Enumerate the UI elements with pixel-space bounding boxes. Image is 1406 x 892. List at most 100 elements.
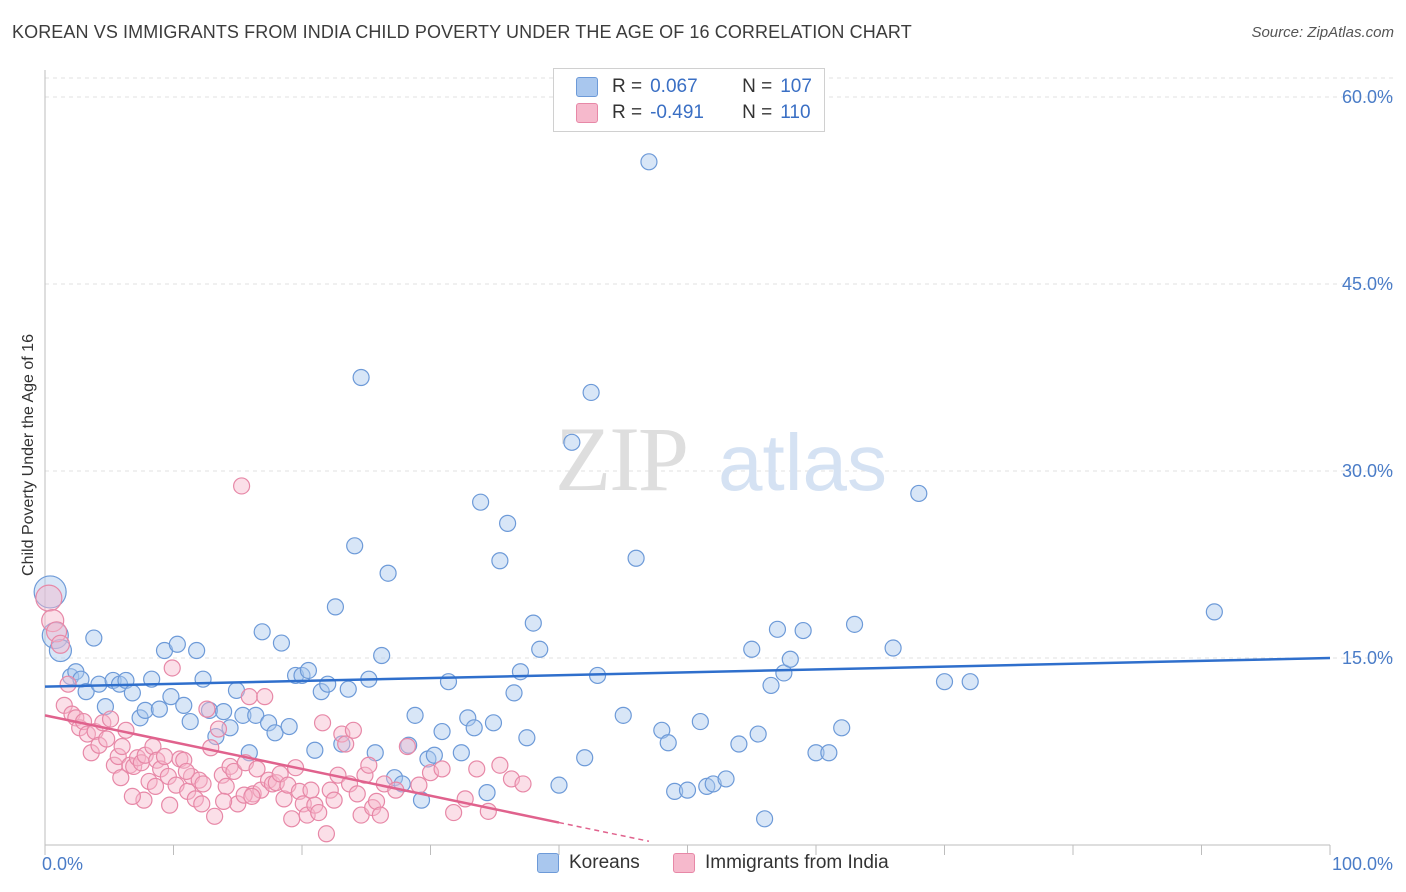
india-point <box>225 762 243 781</box>
india-point <box>177 762 195 781</box>
x-tick-label: 100.0% <box>1332 854 1393 874</box>
india-point <box>146 777 165 796</box>
korean-point <box>768 620 787 638</box>
korean-point <box>150 700 168 718</box>
india-point <box>398 737 416 756</box>
legend-r-value: -0.491 <box>650 102 704 123</box>
korean-point <box>234 706 252 724</box>
korean-point <box>563 433 581 451</box>
korean-point <box>280 717 298 736</box>
korean-point <box>299 661 318 680</box>
korean-point <box>717 770 735 788</box>
korean-point <box>704 775 722 793</box>
india-point <box>113 737 131 756</box>
korean-point <box>319 675 337 693</box>
korean-point <box>168 635 186 653</box>
legend-n-label: N = <box>742 102 773 123</box>
bottom-swatch-india <box>673 853 695 873</box>
india-point <box>161 796 179 814</box>
korean-point <box>352 368 370 387</box>
korean-point <box>188 641 206 660</box>
india-point <box>45 621 68 643</box>
x-tick-label: 0.0% <box>42 854 83 874</box>
india-point <box>240 688 258 706</box>
india-point <box>215 792 233 810</box>
x-tick-labels: 0.0% 100.0% <box>42 854 1393 874</box>
india-point <box>313 714 332 732</box>
y-tick-label: 60.0% <box>1342 87 1393 107</box>
india-point <box>321 781 339 799</box>
bottom-label-koreans: Koreans <box>569 852 640 873</box>
korean-point <box>666 782 684 800</box>
korean-point <box>884 639 902 657</box>
korean-point <box>333 735 351 753</box>
korean-point <box>659 734 677 752</box>
gridlines <box>45 77 1395 659</box>
legend-r-label: R = <box>612 102 643 123</box>
india-point <box>310 803 328 822</box>
legend-row-koreans: R = 0.067 N = 107 <box>576 75 812 99</box>
india-point <box>348 785 366 803</box>
india-point <box>337 735 355 753</box>
korean-point <box>85 629 103 647</box>
india-point <box>491 756 509 774</box>
bottom-swatch-koreans <box>537 853 559 873</box>
legend-n-label: N = <box>742 76 773 97</box>
korean-point <box>845 615 864 633</box>
legend-r-value: 0.067 <box>650 76 698 97</box>
korean-point <box>215 703 233 721</box>
india-point <box>275 790 293 808</box>
chart-title: KOREAN VS IMMIGRANTS FROM INDIA CHILD PO… <box>12 22 912 42</box>
korean-point <box>266 724 284 742</box>
india-point <box>410 776 428 794</box>
bottom-label-india: Immigrants from India <box>705 852 889 873</box>
korean-point <box>550 776 568 794</box>
india-point <box>445 803 463 822</box>
india-point <box>35 584 63 612</box>
india-point <box>50 634 71 654</box>
korean-point <box>433 722 451 741</box>
korean-point <box>286 666 305 685</box>
legend-row-india: R = -0.491 N = 110 <box>576 101 811 125</box>
korean-point <box>181 712 199 731</box>
india-point <box>163 659 181 677</box>
india-point <box>468 760 486 778</box>
india-point <box>248 760 266 778</box>
india-point <box>283 810 301 828</box>
korean-point <box>499 514 517 532</box>
korean-point <box>379 564 397 582</box>
india-point <box>317 825 336 843</box>
korean-point <box>472 493 490 511</box>
watermark-zip: ZIP <box>555 408 687 510</box>
india-point <box>243 787 261 805</box>
legend-swatch-koreans <box>576 77 598 97</box>
india-point <box>433 760 451 778</box>
india-point <box>41 608 65 633</box>
korean-point <box>484 714 503 732</box>
korean-point <box>491 552 509 570</box>
y-tick-label: 45.0% <box>1342 274 1393 294</box>
legend-r-label: R = <box>612 76 643 97</box>
india-trend-extension <box>558 821 650 842</box>
india-point <box>302 781 320 799</box>
korean-point <box>406 706 424 724</box>
korean-point <box>833 719 851 737</box>
korean-point <box>478 784 496 802</box>
india-point <box>155 747 174 766</box>
korean-point <box>749 725 767 743</box>
korean-point <box>162 688 180 706</box>
korean-point <box>582 383 600 402</box>
india-point <box>325 791 343 809</box>
india-point <box>101 710 120 728</box>
korean-point <box>935 673 954 691</box>
korean-point <box>253 623 271 641</box>
india-point <box>514 775 532 793</box>
y-axis-label: Child Poverty Under the Age of 16 <box>20 334 37 576</box>
korean-point <box>820 744 838 762</box>
india-points <box>35 477 532 843</box>
india-point <box>98 730 116 748</box>
korean-point <box>465 719 483 737</box>
india-point <box>371 806 389 824</box>
india-point <box>59 675 77 693</box>
